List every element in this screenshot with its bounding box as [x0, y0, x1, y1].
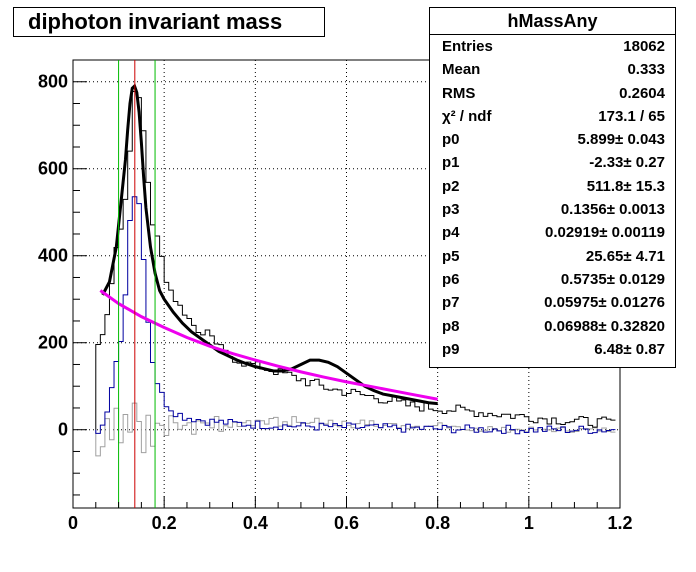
stats-row: p6 0.5735± 0.0129 — [430, 268, 675, 291]
histogram-blue — [95, 196, 616, 435]
stats-row: p9 6.48± 0.87 — [430, 338, 675, 361]
stats-value: 173.1 / 65 — [598, 107, 665, 125]
stats-value: 6.48± 0.87 — [594, 340, 665, 358]
stats-row: Entries 18062 — [430, 35, 675, 58]
stats-key: p4 — [442, 224, 460, 242]
stats-title: hMassAny — [430, 8, 675, 35]
curve-background — [99, 289, 438, 401]
stats-value: 0.05975± 0.01276 — [544, 294, 665, 312]
mass-window-lines — [118, 60, 156, 508]
stats-key: Mean — [442, 61, 481, 79]
stats-value: 5.899± 0.043 — [577, 131, 665, 149]
fit-curves — [99, 83, 438, 406]
stats-value: 0.5735± 0.0129 — [560, 270, 665, 288]
stats-row: RMS 0.2604 — [430, 82, 675, 105]
stats-row: p0 5.899± 0.043 — [430, 128, 675, 151]
stats-value: 0.2604 — [619, 84, 665, 102]
x-tick-label: 1.2 — [607, 513, 632, 533]
stats-value: 18062 — [623, 38, 665, 55]
stats-value: 0.02919± 0.00119 — [544, 224, 665, 242]
stats-value: 511.8± 15.3 — [586, 177, 665, 195]
stats-key: p6 — [442, 270, 460, 288]
stats-key: p5 — [442, 247, 460, 265]
x-tick-label: 0.8 — [425, 513, 450, 533]
stats-value: 0.333 — [627, 61, 665, 79]
plot-title: diphoton invariant mass — [13, 7, 325, 37]
stats-key: p9 — [442, 340, 460, 358]
stats-key: p2 — [442, 177, 460, 195]
stats-value: -2.33± 0.27 — [589, 154, 665, 172]
histogram-series — [95, 90, 616, 457]
stats-key: p7 — [442, 294, 460, 312]
stats-row: Mean 0.333 — [430, 58, 675, 81]
stats-row: p5 25.65± 4.71 — [430, 245, 675, 268]
stats-row: p7 0.05975± 0.01276 — [430, 291, 675, 314]
y-tick-label: 400 — [38, 246, 68, 266]
stats-row: p8 0.06988± 0.32820 — [430, 315, 675, 338]
stats-row: p1 -2.33± 0.27 — [430, 151, 675, 174]
y-tick-label: 0 — [58, 420, 68, 440]
x-tick-label: 0.6 — [334, 513, 359, 533]
stats-row: χ² / ndf 173.1 / 65 — [430, 105, 675, 128]
stats-rows: Entries 18062 Mean 0.333 RMS 0.2604 χ² / ndf 17… — [430, 35, 675, 361]
x-tick-label: 1 — [524, 513, 534, 533]
axes: 0 0.2 0.4 0.6 0.8 1 1.2 0 200 400 600 800 — [38, 59, 633, 533]
stats-row: p3 0.1356± 0.0013 — [430, 198, 675, 221]
stats-value: 25.65± 4.71 — [585, 247, 665, 265]
stats-box: hMassAny Entries 18062 Mean 0.333 RMS 0.2604 χ… — [429, 7, 676, 368]
stats-value: 0.1356± 0.0013 — [560, 201, 665, 219]
y-tick-label: 600 — [38, 159, 68, 179]
x-tick-label: 0.2 — [152, 513, 177, 533]
histogram-total — [95, 90, 616, 430]
y-tick-label: 200 — [38, 333, 68, 353]
stats-row: p2 511.8± 15.3 — [430, 175, 675, 198]
stats-key: p0 — [442, 131, 460, 149]
stats-key: Entries — [442, 38, 493, 55]
stats-key: χ² / ndf — [442, 107, 492, 125]
stats-row: p4 0.02919± 0.00119 — [430, 221, 675, 244]
stats-key: RMS — [442, 84, 476, 102]
x-tick-label: 0 — [68, 513, 78, 533]
stats-key: p1 — [442, 154, 460, 172]
x-tick-label: 0.4 — [243, 513, 268, 533]
stats-key: p3 — [442, 201, 460, 219]
stats-value: 0.06988± 0.32820 — [544, 317, 665, 335]
stats-key: p8 — [442, 317, 460, 335]
y-tick-label: 800 — [38, 72, 68, 92]
curve-fit — [101, 83, 438, 406]
